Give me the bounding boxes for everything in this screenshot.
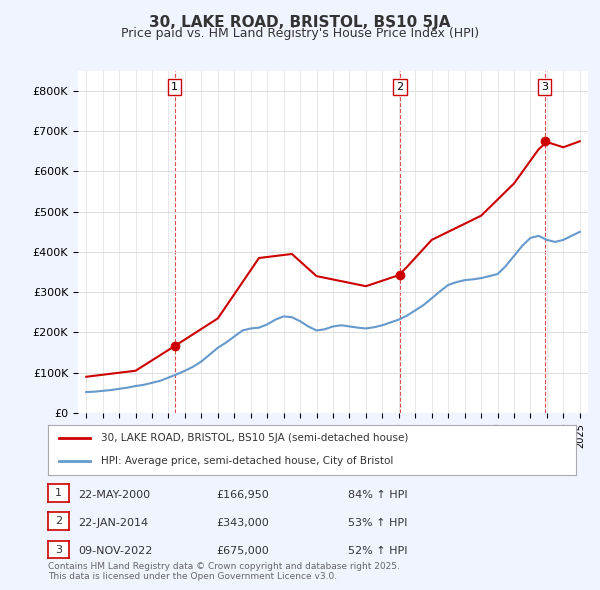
Text: £675,000: £675,000	[216, 546, 269, 556]
Text: 52% ↑ HPI: 52% ↑ HPI	[348, 546, 407, 556]
Text: Contains HM Land Registry data © Crown copyright and database right 2025.
This d: Contains HM Land Registry data © Crown c…	[48, 562, 400, 581]
Text: 30, LAKE ROAD, BRISTOL, BS10 5JA (semi-detached house): 30, LAKE ROAD, BRISTOL, BS10 5JA (semi-d…	[101, 433, 408, 443]
Text: 30, LAKE ROAD, BRISTOL, BS10 5JA: 30, LAKE ROAD, BRISTOL, BS10 5JA	[149, 15, 451, 30]
Text: 1: 1	[171, 82, 178, 92]
Text: HPI: Average price, semi-detached house, City of Bristol: HPI: Average price, semi-detached house,…	[101, 457, 393, 467]
Text: 1: 1	[55, 488, 62, 498]
Text: 3: 3	[541, 82, 548, 92]
Text: 2: 2	[55, 516, 62, 526]
Text: 84% ↑ HPI: 84% ↑ HPI	[348, 490, 407, 500]
Text: 22-MAY-2000: 22-MAY-2000	[78, 490, 150, 500]
Text: 3: 3	[55, 545, 62, 555]
Text: 09-NOV-2022: 09-NOV-2022	[78, 546, 152, 556]
Text: £166,950: £166,950	[216, 490, 269, 500]
Text: 22-JAN-2014: 22-JAN-2014	[78, 518, 148, 528]
Text: Price paid vs. HM Land Registry's House Price Index (HPI): Price paid vs. HM Land Registry's House …	[121, 27, 479, 40]
Text: 2: 2	[396, 82, 403, 92]
Text: £343,000: £343,000	[216, 518, 269, 528]
Text: 53% ↑ HPI: 53% ↑ HPI	[348, 518, 407, 528]
